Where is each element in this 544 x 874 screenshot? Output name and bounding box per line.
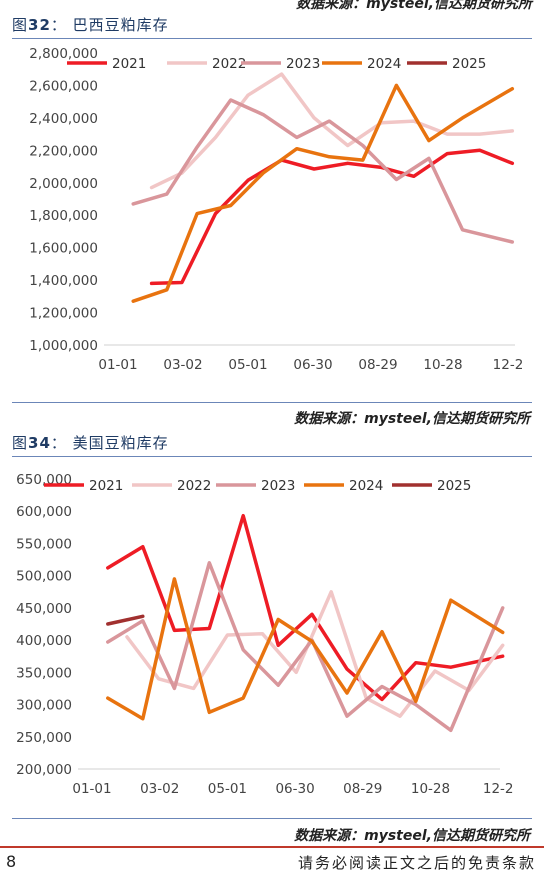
top-source-note: 数据来源：mysteel,信达期货研究所 bbox=[296, 0, 532, 12]
figure-34-caption: ： 美国豆粕库存 bbox=[50, 434, 169, 452]
legend-label-2025: 2025 bbox=[437, 478, 471, 494]
figure-34-top-rule bbox=[12, 456, 532, 457]
brazil-soymeal-inventory-chart: 1,000,000 1,200,000 1,400,000 1,600,000 1,80… bbox=[29, 46, 524, 373]
x-tick-label: 10-28 bbox=[423, 357, 462, 373]
x-tick-label: 03-02 bbox=[140, 781, 179, 797]
y-tick-label: 200,000 bbox=[16, 762, 72, 778]
series-line-2023 bbox=[106, 561, 505, 733]
x-tick-label: 05-01 bbox=[208, 781, 247, 797]
y-tick-label: 2,400,000 bbox=[29, 111, 98, 127]
y-tick-label: 2,600,000 bbox=[29, 78, 98, 94]
figure-32-title: 图32： 巴西豆粕库存 bbox=[12, 14, 169, 35]
x-tick-label: 06-30 bbox=[275, 781, 314, 797]
y-tick-label: 1,200,000 bbox=[29, 306, 98, 322]
figure-34-bottom-rule bbox=[12, 818, 532, 819]
series-line-2023 bbox=[131, 98, 515, 244]
figure-32-top-rule bbox=[12, 38, 532, 39]
footer-rule bbox=[0, 846, 544, 848]
y-tick-label: 600,000 bbox=[16, 504, 72, 520]
us-soymeal-inventory-chart: 200,000 250,000 300,000 350,000 400,000 450,0… bbox=[16, 472, 514, 797]
legend-label-2022: 2022 bbox=[212, 56, 246, 72]
x-tick-label: 03-02 bbox=[163, 357, 202, 373]
series-line-2022 bbox=[125, 590, 505, 718]
figure-34-number: 34 bbox=[28, 434, 51, 452]
y-tick-label: 400,000 bbox=[16, 633, 72, 649]
legend-label-2021: 2021 bbox=[112, 56, 146, 72]
x-tick-label: 01-01 bbox=[72, 781, 111, 797]
y-tick-label: 300,000 bbox=[16, 698, 72, 714]
legend-label-2023: 2023 bbox=[286, 56, 320, 72]
y-tick-label: 2,800,000 bbox=[29, 46, 98, 62]
y-tick-label: 1,000,000 bbox=[29, 338, 98, 354]
series-line-2025 bbox=[106, 614, 145, 626]
figure-32-prefix: 图 bbox=[12, 16, 29, 34]
x-tick-label: 12-2 bbox=[493, 357, 524, 373]
disclaimer: 请务必阅读正文之后的免责条款 bbox=[297, 854, 536, 872]
page-number: 8 bbox=[6, 852, 17, 871]
x-tick-label: 01-01 bbox=[98, 357, 137, 373]
y-tick-label: 450,000 bbox=[16, 601, 72, 617]
x-tick-label: 10-28 bbox=[411, 781, 450, 797]
y-tick-label: 250,000 bbox=[16, 730, 72, 746]
x-tick-label: 12-2 bbox=[483, 781, 514, 797]
x-tick-label: 06-30 bbox=[293, 357, 332, 373]
legend-label-2021: 2021 bbox=[89, 478, 123, 494]
series-line-2024 bbox=[106, 577, 505, 721]
legend-label-2023: 2023 bbox=[261, 478, 295, 494]
x-tick-label: 05-01 bbox=[228, 357, 267, 373]
y-tick-label: 500,000 bbox=[16, 569, 72, 585]
series-line-2024 bbox=[131, 83, 515, 303]
y-tick-label: 1,600,000 bbox=[29, 241, 98, 257]
legend-label-2025: 2025 bbox=[452, 56, 486, 72]
y-tick-label: 2,200,000 bbox=[29, 143, 98, 159]
y-tick-label: 2,000,000 bbox=[29, 176, 98, 192]
figure-32-source: 数据来源：mysteel,信达期货研究所 bbox=[294, 411, 530, 427]
figure-32-bottom-rule bbox=[12, 402, 532, 403]
figure-34-source: 数据来源：mysteel,信达期货研究所 bbox=[294, 828, 530, 844]
figure-34-title: 图34： 美国豆粕库存 bbox=[12, 432, 169, 453]
y-tick-label: 350,000 bbox=[16, 665, 72, 681]
legend-label-2024: 2024 bbox=[367, 56, 401, 72]
y-tick-label: 1,800,000 bbox=[29, 208, 98, 224]
y-tick-label: 550,000 bbox=[16, 536, 72, 552]
legend-label-2024: 2024 bbox=[349, 478, 383, 494]
figure-32-number: 32 bbox=[28, 16, 51, 34]
series-line-2022 bbox=[149, 72, 515, 190]
series-line-2021 bbox=[149, 148, 515, 286]
figure-34-prefix: 图 bbox=[12, 434, 29, 452]
legend-label-2022: 2022 bbox=[177, 478, 211, 494]
x-tick-label: 08-29 bbox=[343, 781, 382, 797]
x-tick-label: 08-29 bbox=[358, 357, 397, 373]
figure-32-caption: ： 巴西豆粕库存 bbox=[50, 16, 169, 34]
y-tick-label: 1,400,000 bbox=[29, 273, 98, 289]
